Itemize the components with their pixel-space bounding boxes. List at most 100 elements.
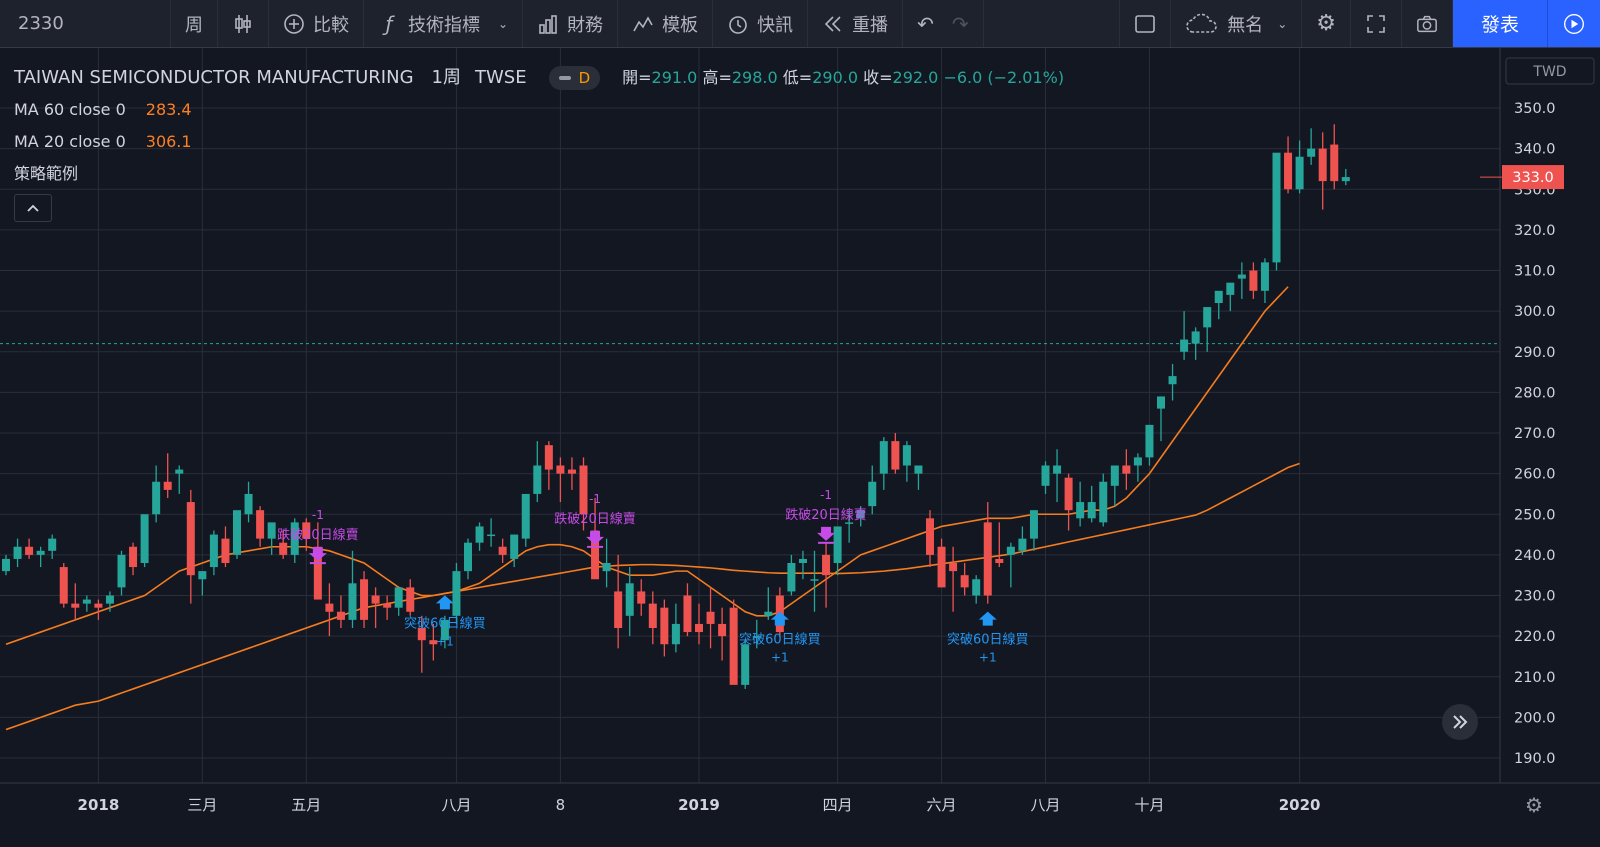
time-tick-label: 2020 [1279, 796, 1321, 814]
candle-body [302, 522, 311, 539]
candle-body [36, 550, 45, 555]
alerts-button[interactable]: 快訊 [713, 0, 809, 47]
candle [1307, 128, 1316, 165]
interval-button[interactable]: 周 [171, 0, 218, 47]
candle [371, 587, 380, 628]
candle-body [533, 465, 542, 494]
chart-type-button[interactable] [218, 0, 269, 47]
candle [36, 546, 45, 568]
symbol-search[interactable]: 2330 [0, 0, 171, 47]
candle-body [579, 465, 588, 515]
settings-button[interactable]: ⚙ [1302, 0, 1351, 47]
scroll-to-realtime-button[interactable] [1442, 704, 1478, 740]
buy-signal: 突破60日線買 +1 [404, 595, 486, 648]
candle-body [695, 623, 703, 633]
candle [487, 518, 496, 547]
candle-body [660, 607, 669, 645]
candle-body [1157, 396, 1165, 409]
candle [1284, 136, 1293, 194]
layout-button[interactable] [1120, 0, 1172, 47]
template-icon [632, 13, 654, 35]
candle [856, 506, 865, 527]
double-chevron-right-icon [1453, 715, 1468, 729]
candle-body [833, 526, 842, 563]
publish-button[interactable]: 發表 [1452, 0, 1548, 47]
candle-body [313, 546, 322, 600]
candle-body [1122, 465, 1131, 474]
ma20-label: MA 20 close 0 [14, 132, 126, 151]
save-layout-button[interactable]: 無名 ⌄ [1171, 0, 1303, 47]
collapse-legend-button[interactable] [14, 194, 52, 222]
candle [1076, 481, 1085, 527]
data-mode-pill[interactable]: D [548, 66, 601, 90]
candle-body [510, 534, 519, 559]
candle-body [845, 522, 854, 524]
gear-icon[interactable]: ⚙ [1525, 793, 1543, 817]
candle [429, 623, 438, 661]
candle [464, 538, 472, 580]
price-tick-label: 340.0 [1514, 142, 1556, 158]
indicators-button[interactable]: ƒ 技術指標 ⌄ [364, 0, 524, 47]
time-tick-label: 五月 [291, 796, 321, 814]
financials-label: 財務 [567, 14, 604, 36]
moving-averages [5, 286, 1300, 731]
candle-body [1226, 282, 1235, 295]
candle [279, 530, 288, 559]
candle [544, 441, 553, 490]
high-value: 298.0 [731, 68, 778, 87]
redo-icon[interactable]: ↷ [951, 11, 969, 36]
candle-body [1064, 477, 1073, 511]
buy-signal: 突破60日線買 +1 [739, 611, 821, 665]
candle-body [1330, 144, 1339, 182]
legend-ma60[interactable]: MA 60 close 0 283.4 [14, 94, 1064, 126]
candle [348, 550, 357, 628]
time-tick-label: 8 [556, 796, 566, 814]
plot-area [0, 48, 1500, 783]
fullscreen-button[interactable] [1351, 0, 1402, 47]
candle-body [25, 546, 34, 555]
sell-arrow-icon [586, 530, 605, 545]
price-chart[interactable]: 跌破20日線賣 -1 突破60日線買 +1 跌破20日線賣 -1 突破60日線買 +1 跌破20… [0, 48, 1600, 847]
candle [417, 615, 426, 673]
legend-ma20[interactable]: MA 20 close 0 306.1 [14, 126, 1064, 158]
candle [510, 534, 519, 568]
candle-body [960, 575, 969, 588]
candle [533, 441, 542, 503]
candle [383, 595, 392, 620]
time-tick-label: 八月 [1030, 796, 1060, 814]
candle [244, 481, 253, 523]
templates-button[interactable]: 模板 [618, 0, 714, 47]
candle [695, 603, 703, 645]
candle-body [1099, 481, 1108, 523]
top-toolbar: 2330 周 比較 ƒ 技術指標 ⌄ 財務 模板 快訊 [0, 0, 1600, 48]
candle-body [752, 636, 761, 638]
snapshot-button[interactable] [1402, 0, 1453, 47]
candle [683, 583, 692, 637]
buy-signal-label: 突破60日線買 [739, 632, 821, 648]
candle [1064, 473, 1073, 531]
candle-body [59, 567, 68, 604]
price-tick-label: 290.0 [1514, 345, 1556, 361]
candle [637, 579, 646, 616]
legend-strategy[interactable]: 策略範例 [14, 158, 1064, 190]
candle-body [868, 481, 877, 507]
buy-signal-qty: +1 [979, 651, 997, 665]
candle [290, 518, 299, 563]
ma60-label: MA 60 close 0 [14, 100, 126, 119]
candle-body [1237, 274, 1246, 279]
play-button[interactable] [1548, 0, 1600, 47]
candle [729, 599, 738, 685]
buy-arrow-icon [435, 595, 454, 610]
undo-icon[interactable]: ↶ [917, 11, 934, 36]
candle [209, 530, 218, 576]
financials-button[interactable]: 財務 [523, 0, 619, 47]
replay-button[interactable]: 重播 [808, 0, 904, 47]
sell-signal-qty: -1 [312, 508, 324, 522]
compare-button[interactable]: 比較 [269, 0, 364, 47]
candle-body [1110, 465, 1119, 486]
replay-icon [822, 13, 844, 35]
candle [741, 640, 750, 689]
sell-signal: 跌破20日線賣 -1 [785, 488, 867, 544]
candle-body [152, 481, 161, 515]
ma20-line [5, 286, 1289, 646]
